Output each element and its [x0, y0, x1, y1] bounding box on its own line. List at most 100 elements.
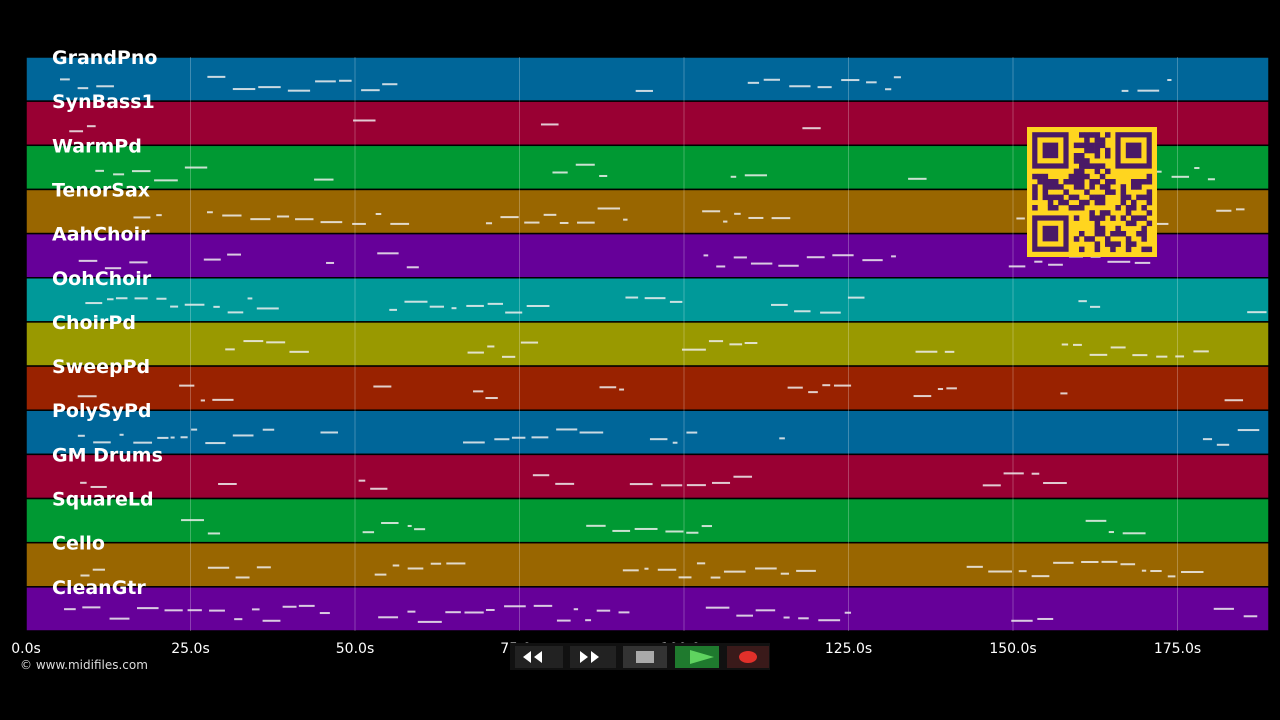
note — [361, 89, 380, 92]
track-row — [25, 497, 1270, 544]
note — [181, 519, 204, 522]
note — [661, 484, 683, 487]
track-name: PolySyPd — [52, 400, 151, 422]
qr-module — [1068, 179, 1075, 185]
qr-module — [1089, 179, 1095, 185]
note — [623, 218, 628, 221]
x-tick-label: 50.0s — [336, 641, 374, 657]
note — [556, 428, 578, 431]
qr-module — [1099, 199, 1106, 206]
record-button[interactable] — [727, 646, 769, 668]
qr-module — [1094, 132, 1101, 138]
note — [375, 212, 382, 215]
note — [511, 436, 526, 439]
qr-module — [1141, 236, 1147, 242]
qr-module — [1084, 142, 1090, 149]
qr-module — [1079, 246, 1085, 253]
qr-module — [1131, 205, 1137, 211]
note — [577, 221, 595, 224]
note — [771, 303, 788, 306]
qr-module — [1105, 168, 1111, 175]
note — [1073, 343, 1082, 346]
qr-module — [1084, 163, 1090, 169]
qr-module — [1125, 246, 1132, 253]
qr-module — [1094, 168, 1101, 175]
qr-module — [1073, 215, 1080, 221]
transport-controls — [510, 643, 770, 670]
note — [156, 297, 167, 300]
note — [373, 385, 392, 388]
note — [665, 530, 684, 533]
note — [552, 171, 568, 174]
note — [298, 604, 315, 607]
note — [1008, 265, 1026, 268]
qr-module — [1146, 194, 1153, 201]
stop-button[interactable] — [623, 646, 667, 668]
qr-module — [1110, 241, 1116, 247]
note — [1018, 570, 1027, 573]
rewind-button[interactable] — [515, 646, 563, 668]
qr-module — [1047, 199, 1054, 206]
qr-module — [1084, 173, 1090, 180]
qr-module — [1094, 199, 1101, 206]
note — [672, 441, 678, 444]
note — [779, 437, 785, 440]
note — [763, 78, 780, 81]
note — [540, 123, 559, 126]
note — [612, 529, 631, 532]
qr-module — [1063, 189, 1069, 195]
qr-module — [1110, 246, 1116, 253]
note — [1078, 300, 1087, 303]
note — [382, 83, 398, 86]
qr-module — [1146, 220, 1153, 227]
note — [170, 305, 179, 308]
note — [430, 562, 442, 565]
qr-module — [1120, 231, 1127, 237]
note — [134, 297, 148, 300]
note — [200, 399, 205, 402]
qr-module — [1084, 137, 1090, 143]
note — [723, 570, 746, 573]
qr-module — [1073, 184, 1080, 190]
note — [64, 608, 76, 611]
note — [266, 341, 286, 344]
note — [234, 618, 243, 621]
qr-module — [1099, 163, 1106, 169]
note — [232, 88, 256, 91]
note — [1235, 208, 1245, 211]
fast-forward-button[interactable] — [570, 646, 616, 668]
note — [377, 252, 399, 255]
note — [710, 576, 721, 579]
track-name: ChoirPd — [52, 312, 136, 334]
note — [780, 572, 789, 575]
qr-module — [1146, 210, 1153, 216]
note — [133, 216, 151, 219]
play-button[interactable] — [675, 646, 719, 668]
qr-module — [1105, 189, 1111, 195]
note — [504, 605, 526, 608]
note — [733, 475, 753, 478]
note — [407, 524, 412, 527]
note — [1237, 429, 1260, 432]
qr-module — [1125, 236, 1132, 242]
note — [844, 611, 852, 614]
note — [1243, 615, 1258, 618]
track-name: TenorSax — [52, 179, 150, 201]
qr-module — [1079, 173, 1085, 180]
note — [686, 431, 698, 434]
qr-module — [1032, 194, 1038, 201]
note — [1016, 217, 1025, 220]
qr-module — [1047, 194, 1054, 201]
track-row — [25, 453, 1270, 500]
note — [789, 85, 811, 88]
qr-module — [1042, 194, 1049, 201]
note — [207, 532, 221, 535]
track-row — [25, 277, 1270, 323]
note — [1048, 263, 1063, 266]
qr-module — [1073, 168, 1080, 175]
note — [326, 261, 335, 264]
note — [750, 262, 773, 265]
note — [339, 79, 352, 82]
note — [358, 479, 366, 482]
